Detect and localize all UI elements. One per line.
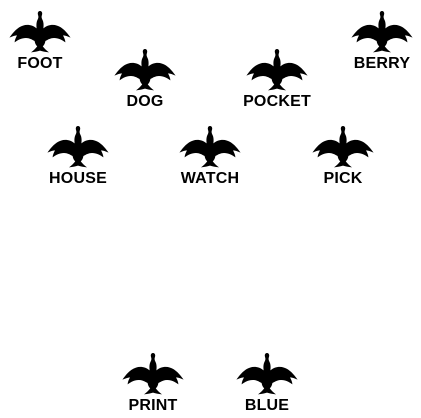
goose-item-blue: BLUE — [234, 351, 300, 417]
goose-label: HOUSE — [49, 170, 107, 187]
goose-icon — [350, 9, 414, 55]
goose-icon — [245, 47, 309, 93]
goose-label: PRINT — [128, 397, 178, 414]
goose-label: WATCH — [180, 170, 240, 187]
goose-label: BLUE — [244, 397, 290, 414]
goose-item-house: HOUSE — [45, 124, 111, 190]
goose-label: BERRY — [353, 55, 411, 72]
goose-icon — [311, 124, 375, 170]
goose-item-berry: BERRY — [349, 9, 415, 75]
goose-icon — [113, 47, 177, 93]
goose-item-foot: FOOT — [7, 9, 73, 75]
goose-item-print: PRINT — [120, 351, 186, 417]
goose-icon — [121, 351, 185, 397]
goose-label: PICK — [323, 170, 363, 187]
goose-label: DOG — [126, 93, 164, 110]
goose-icon — [178, 124, 242, 170]
goose-label: FOOT — [17, 55, 63, 72]
goose-icon — [46, 124, 110, 170]
goose-icon — [235, 351, 299, 397]
goose-label: POCKET — [243, 93, 311, 110]
goose-icon — [8, 9, 72, 55]
goose-item-pocket: POCKET — [243, 47, 311, 113]
goose-item-dog: DOG — [112, 47, 178, 113]
goose-item-pick: PICK — [310, 124, 376, 190]
goose-item-watch: WATCH — [177, 124, 243, 190]
